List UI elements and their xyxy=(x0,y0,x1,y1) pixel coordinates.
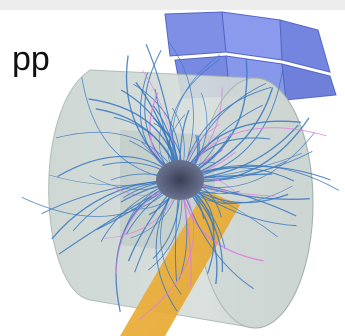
page: {"label": "pp"} pp (() => xyxy=(0,0,345,336)
vertex-core xyxy=(156,160,204,200)
collision-label: pp xyxy=(12,40,50,78)
top-band xyxy=(0,0,345,10)
event-display: pp xyxy=(0,0,345,336)
